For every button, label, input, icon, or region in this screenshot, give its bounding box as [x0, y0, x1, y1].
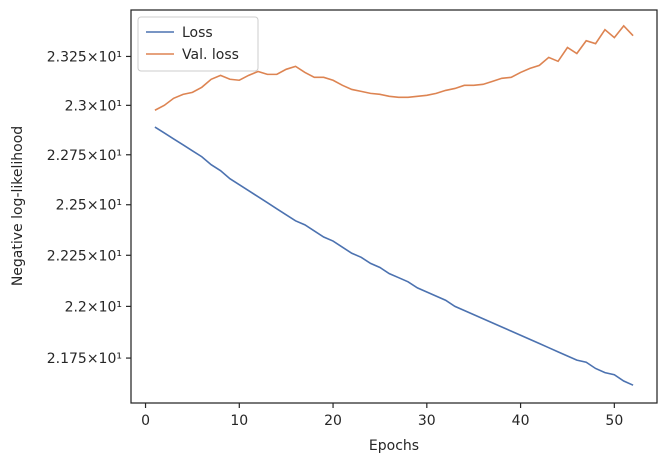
y-tick-label: 2.225×10¹: [47, 248, 122, 264]
x-tick-label: 10: [230, 413, 248, 429]
legend-box: [137, 16, 259, 72]
y-axis-label: Negative log-likelihood: [10, 126, 26, 286]
legend-label: Loss: [182, 25, 213, 41]
x-tick-label: 40: [512, 413, 530, 429]
series-line: [154, 126, 634, 386]
x-axis-label: Epochs: [369, 438, 419, 454]
legend-label: Val. loss: [182, 47, 239, 63]
y-tick-label: 2.25×10¹: [56, 198, 122, 214]
y-tick-label: 2.275×10¹: [47, 148, 122, 164]
x-tick-label: 0: [141, 413, 150, 429]
y-tick-label: 2.175×10¹: [47, 351, 122, 367]
x-tick-label: 20: [324, 413, 342, 429]
x-tick-label: 50: [605, 413, 623, 429]
series-line: [154, 24, 634, 111]
y-tick-label: 2.3×10¹: [65, 98, 122, 114]
y-tick-label: 2.325×10¹: [47, 49, 122, 65]
x-tick-label: 30: [418, 413, 436, 429]
y-tick-label: 2.2×10¹: [65, 299, 122, 315]
